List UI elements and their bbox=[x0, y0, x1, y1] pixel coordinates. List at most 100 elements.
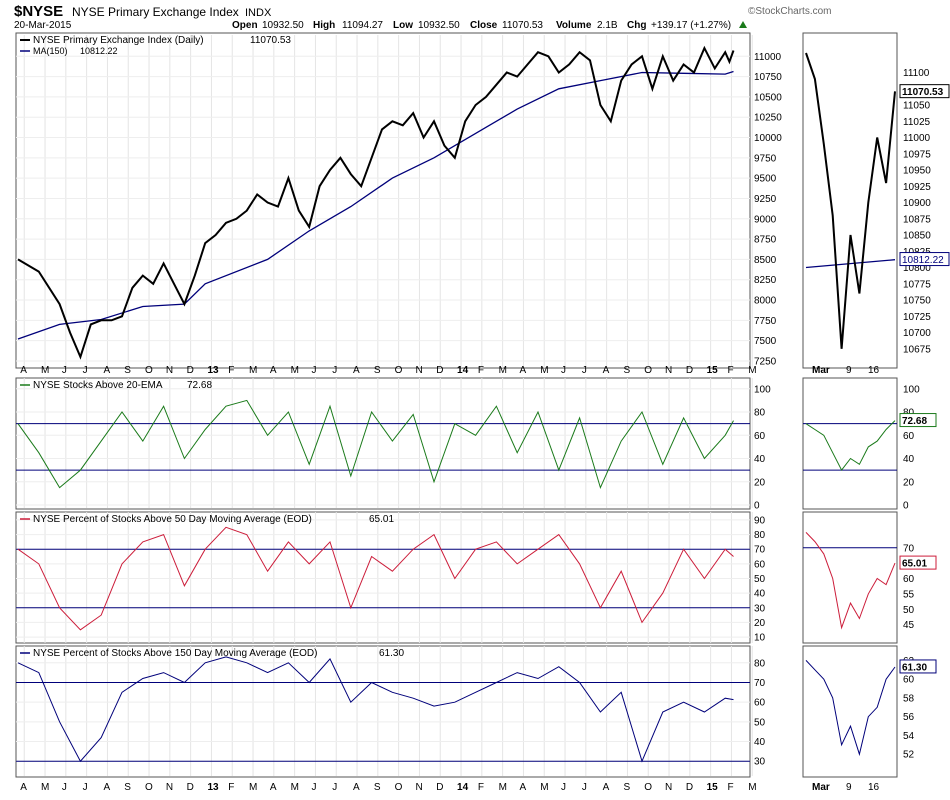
chg-label: Chg bbox=[627, 20, 646, 31]
zoom-y-tick-label: 54 bbox=[903, 731, 915, 742]
month-label: J bbox=[83, 782, 88, 793]
y-tick-label: 60 bbox=[754, 559, 766, 570]
low-label: Low bbox=[393, 20, 413, 31]
y-tick-label: 50 bbox=[754, 717, 766, 728]
month-label: O bbox=[395, 365, 403, 376]
month-label: O bbox=[644, 782, 652, 793]
y-tick-label: 70 bbox=[754, 678, 766, 689]
gridlines bbox=[16, 35, 753, 776]
y-tick-label: 8250 bbox=[754, 275, 777, 286]
y-tick-label: 10000 bbox=[754, 133, 782, 144]
y-tick-label: 7750 bbox=[754, 316, 777, 327]
month-label: J bbox=[582, 365, 587, 376]
month-label: 14 bbox=[457, 365, 469, 376]
y-tick-label: 20 bbox=[754, 477, 766, 488]
zoom-y-tick-label: 0 bbox=[903, 501, 909, 512]
chg-value: +139.17 (+1.27%) bbox=[651, 20, 731, 31]
month-label: A bbox=[20, 365, 27, 376]
month-label: N bbox=[415, 782, 422, 793]
month-label: M bbox=[249, 365, 257, 376]
month-label: S bbox=[623, 365, 630, 376]
ma150-pct-legend-value: 61.30 bbox=[379, 648, 404, 659]
ema20-zoom-frame bbox=[802, 377, 898, 510]
ma50-legend-label: NYSE Percent of Stocks Above 50 Day Movi… bbox=[33, 514, 312, 525]
month-label: M bbox=[540, 365, 548, 376]
axis-labels: A A M M J J J J A A S S O O N N D D 13 13 F F M M A A M M J J J J A A S S O O… bbox=[20, 52, 950, 793]
price-panel-frame bbox=[15, 32, 751, 369]
zoom-y-tick-label: 80 bbox=[903, 408, 915, 419]
zoom-y-tick-label: 10925 bbox=[903, 182, 931, 193]
month-label: S bbox=[374, 365, 381, 376]
zoom-y-tick-label: 100 bbox=[903, 384, 920, 395]
month-label: A bbox=[103, 782, 110, 793]
price-line bbox=[17, 45, 735, 360]
month-label: D bbox=[686, 782, 693, 793]
month-label: J bbox=[582, 782, 587, 793]
zoom-y-tick-label: 10950 bbox=[903, 166, 931, 177]
month-label: D bbox=[686, 365, 693, 376]
open-value: 10932.50 bbox=[262, 20, 304, 31]
index-name: NYSE Primary Exchange Index bbox=[72, 5, 239, 19]
indicator-last-tag bbox=[899, 555, 937, 570]
month-label: J bbox=[62, 365, 67, 376]
price-legend: NYSE Primary Exchange Index (Daily) 1107… bbox=[20, 35, 291, 56]
y-tick-label: 40 bbox=[754, 737, 766, 748]
zoom-y-tick-label: 10750 bbox=[903, 296, 931, 307]
y-tick-label: 8000 bbox=[754, 296, 777, 307]
month-label: J bbox=[332, 365, 337, 376]
zoom-y-tick-label: 40 bbox=[903, 454, 915, 465]
indicator-line-3 bbox=[17, 656, 734, 763]
ma150-pct-legend-label: NYSE Percent of Stocks Above 150 Day Mov… bbox=[33, 648, 317, 659]
month-label: N bbox=[665, 782, 672, 793]
symbol: $NYSE bbox=[14, 3, 63, 20]
up-arrow-icon bbox=[739, 21, 747, 28]
indicator-last-tag bbox=[899, 659, 937, 674]
ema20-legend-value: 72.68 bbox=[187, 380, 212, 391]
zoom-y-tick-label: 10800 bbox=[903, 263, 931, 274]
zoom-y-tick-label: 70 bbox=[903, 543, 915, 554]
month-label: A bbox=[353, 365, 360, 376]
zoom-date-label: Mar bbox=[812, 782, 830, 793]
y-tick-label: 11000 bbox=[754, 52, 782, 63]
month-label: J bbox=[332, 782, 337, 793]
month-label: A bbox=[270, 782, 277, 793]
month-label: F bbox=[228, 782, 234, 793]
month-label: M bbox=[291, 782, 299, 793]
zoom-y-tick-label: 58 bbox=[903, 693, 915, 704]
y-tick-label: 7250 bbox=[754, 356, 777, 367]
month-label: J bbox=[561, 365, 566, 376]
y-tick-label: 10 bbox=[754, 633, 766, 644]
indicator-last-tag-text: 61.30 bbox=[902, 662, 927, 673]
month-label: D bbox=[436, 365, 443, 376]
month-label: M bbox=[748, 782, 756, 793]
price-last-tag bbox=[899, 84, 950, 99]
ma150-zoom-frame bbox=[802, 645, 898, 778]
zoom-y-tick-label: 20 bbox=[903, 477, 915, 488]
y-tick-label: 10750 bbox=[754, 72, 782, 83]
month-label: A bbox=[270, 365, 277, 376]
zoom-indicator-line-2 bbox=[805, 532, 896, 630]
month-label: N bbox=[166, 365, 173, 376]
zoom-y-tick-label: 10775 bbox=[903, 279, 931, 290]
month-label: F bbox=[727, 365, 733, 376]
month-label: M bbox=[499, 782, 507, 793]
zoom-y-tick-label: 10875 bbox=[903, 214, 931, 225]
chart-header: $NYSE NYSE Primary Exchange Index INDX 2… bbox=[14, 3, 832, 31]
series-group bbox=[17, 45, 896, 763]
zoom-y-tick-label: 56 bbox=[903, 712, 915, 723]
ma150-pct-legend: NYSE Percent of Stocks Above 150 Day Mov… bbox=[20, 648, 404, 659]
month-label: J bbox=[311, 365, 316, 376]
zoom-y-tick-label: 10900 bbox=[903, 198, 931, 209]
zoom-y-tick-label: 10725 bbox=[903, 312, 931, 323]
month-label: 15 bbox=[707, 365, 719, 376]
month-label: 13 bbox=[207, 782, 219, 793]
month-label: S bbox=[124, 365, 131, 376]
y-tick-label: 8500 bbox=[754, 255, 777, 266]
y-tick-label: 100 bbox=[754, 384, 771, 395]
exchange: INDX bbox=[245, 7, 272, 19]
y-tick-label: 7500 bbox=[754, 336, 777, 347]
month-label: F bbox=[478, 782, 484, 793]
zoom-y-tick-label: 11050 bbox=[903, 101, 931, 112]
y-tick-label: 9750 bbox=[754, 153, 777, 164]
